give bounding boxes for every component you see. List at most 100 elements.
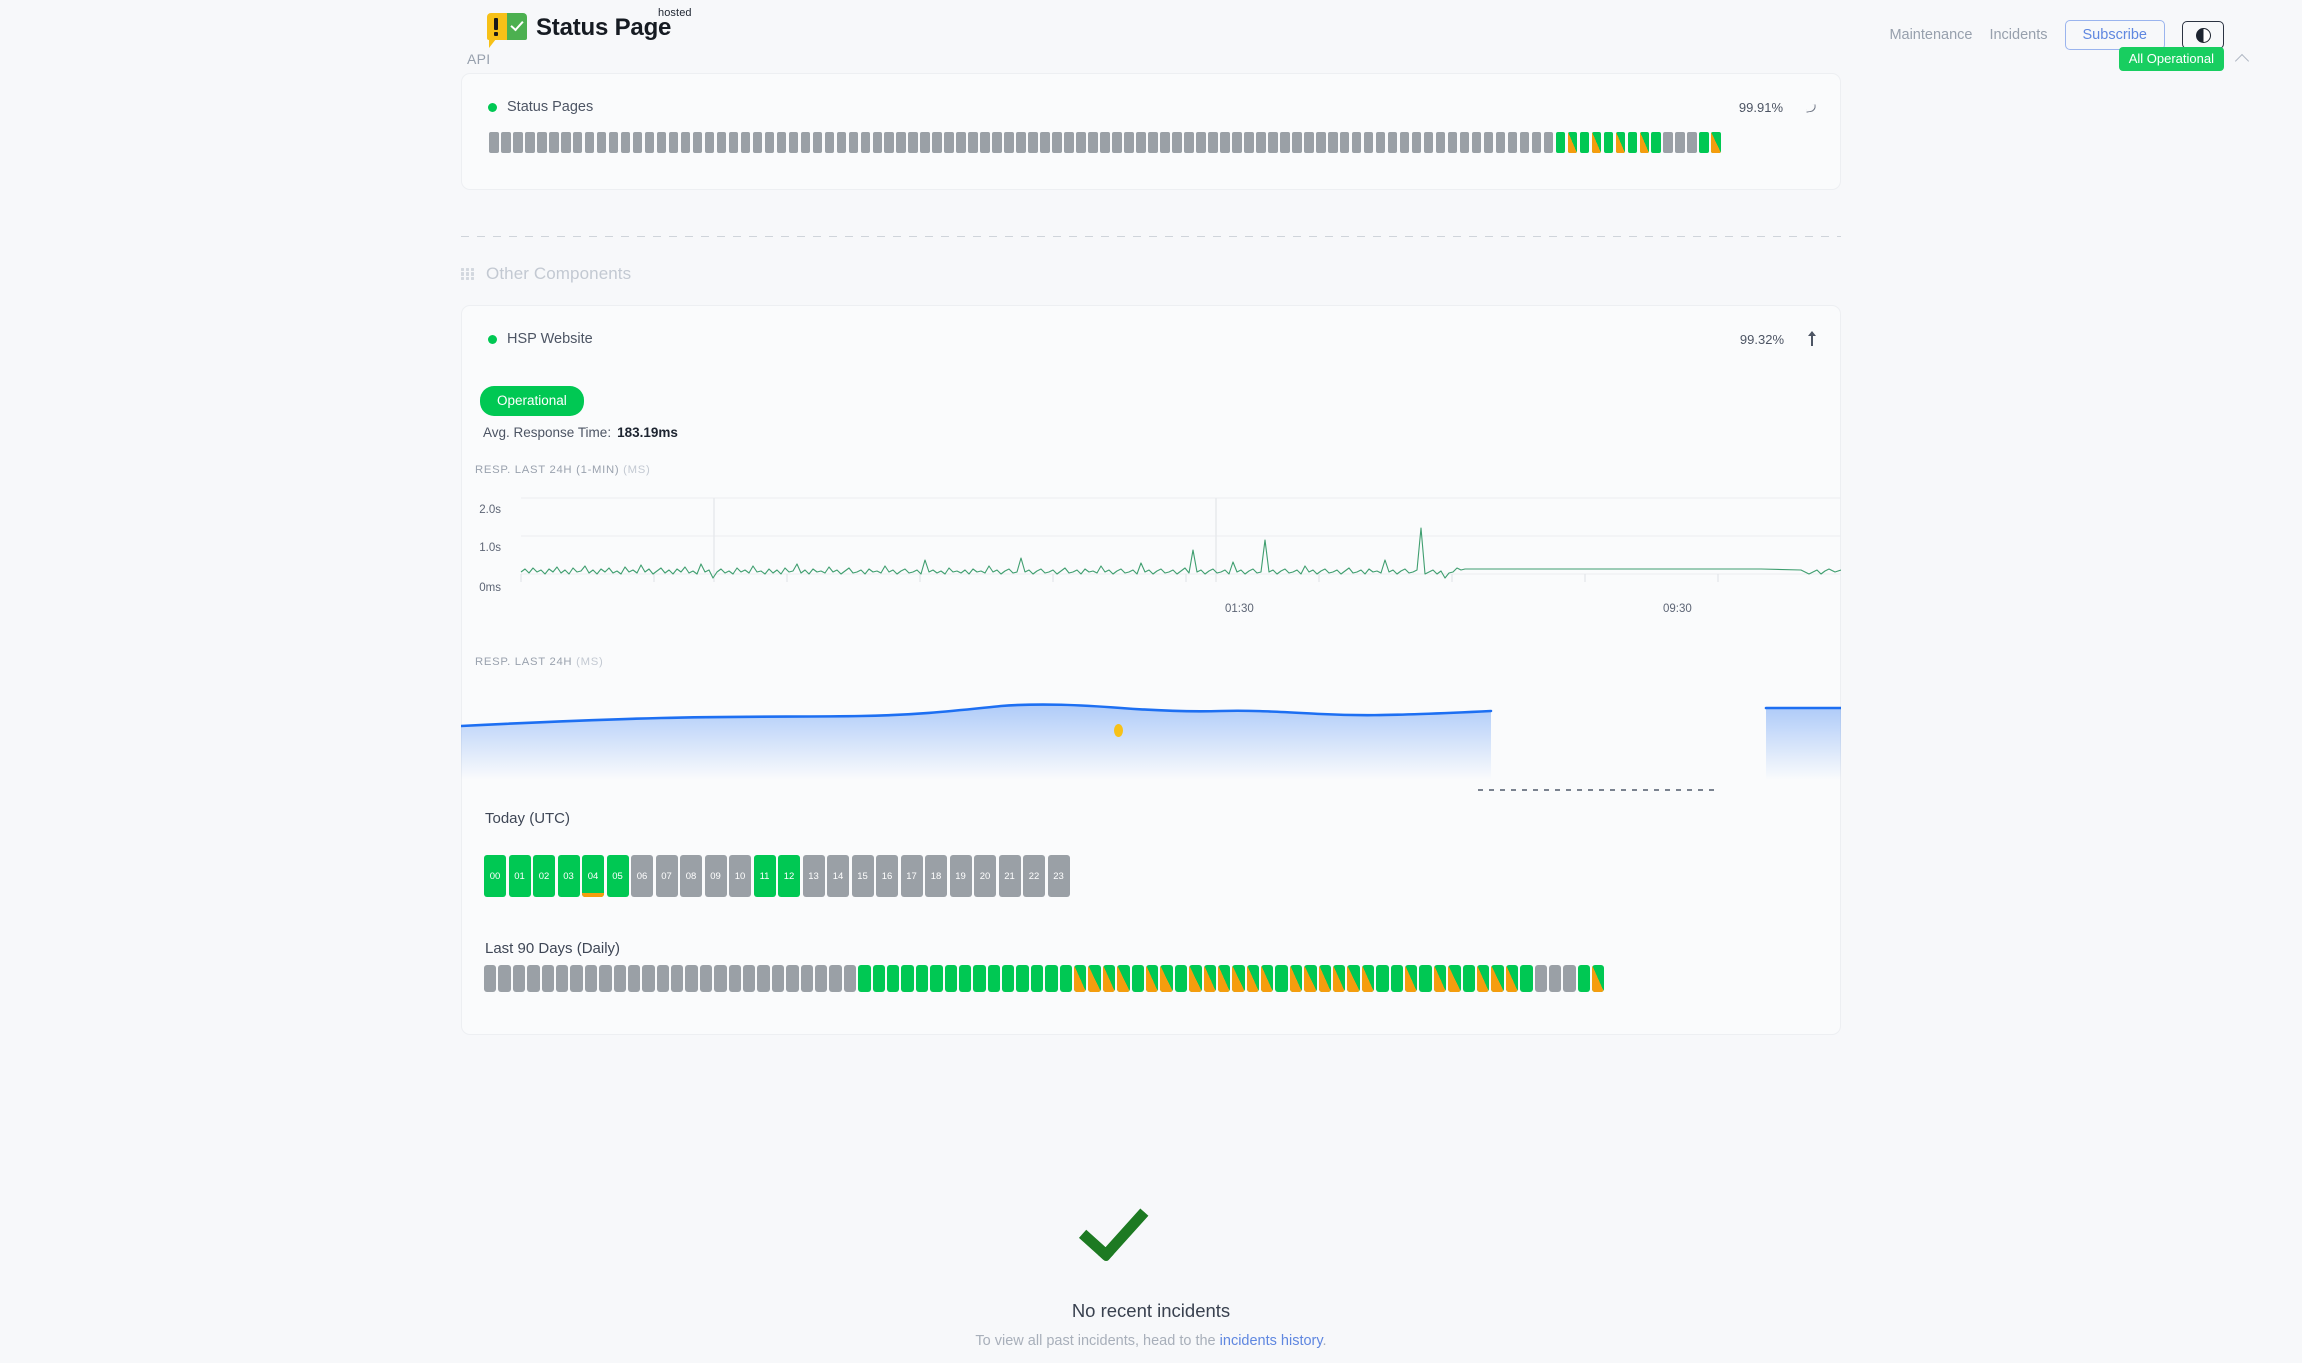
uptime-tick[interactable] [1232,965,1245,992]
uptime-tick[interactable] [685,965,698,992]
status-pages-row-header[interactable]: Status Pages 99.91% [488,96,1818,118]
uptime-tick[interactable] [740,132,751,153]
uptime-tick[interactable] [1405,965,1418,992]
wiggle-icon[interactable] [1805,101,1818,114]
uptime-tick[interactable] [1520,965,1533,992]
uptime-tick[interactable] [599,965,612,992]
uptime-tick[interactable] [944,132,954,153]
hour-cell[interactable]: 05 [606,855,629,897]
uptime-tick[interactable] [1423,132,1434,153]
uptime-tick[interactable] [512,132,523,153]
nav-maintenance[interactable]: Maintenance [1889,27,1973,43]
uptime-tick[interactable] [1028,132,1038,153]
uptime-tick[interactable] [1419,965,1432,992]
uptime-tick[interactable] [627,965,641,992]
uptime-tick[interactable] [920,132,931,153]
uptime-tick[interactable] [776,132,787,153]
uptime-tick[interactable] [1074,965,1087,992]
uptime-tick[interactable] [1261,965,1274,992]
uptime-tick[interactable] [596,132,607,153]
uptime-tick[interactable] [560,132,571,153]
uptime-tick[interactable] [1148,132,1158,153]
uptime-tick[interactable] [1615,132,1626,153]
uptime-tick[interactable] [1088,132,1098,153]
uptime-tick[interactable] [498,965,511,992]
uptime-tick[interactable] [992,132,1002,153]
hour-cell[interactable]: 09 [704,855,727,897]
uptime-tick[interactable] [836,132,847,153]
uptime-tick[interactable] [1304,965,1317,992]
uptime-tick[interactable] [1208,132,1218,153]
uptime-tick[interactable] [1189,965,1202,992]
uptime-tick[interactable] [1462,965,1475,992]
uptime-tick[interactable] [1059,965,1073,992]
uptime-tick[interactable] [956,132,966,153]
uptime-tick[interactable] [1534,965,1547,992]
uptime-tick[interactable] [1687,132,1698,153]
uptime-tick[interactable] [764,132,775,153]
theme-toggle-button[interactable] [2182,21,2224,49]
uptime-tick[interactable] [1052,132,1062,153]
uptime-tick[interactable] [843,965,857,992]
uptime-tick[interactable] [1145,965,1159,992]
uptime-tick[interactable] [1196,132,1206,153]
uptime-tick[interactable] [932,132,943,153]
uptime-tick[interactable] [728,965,742,992]
uptime-tick[interactable] [1102,965,1116,992]
uptime-tick[interactable] [872,965,885,992]
uptime-tick[interactable] [788,132,799,153]
response-time-area-chart[interactable] [461,660,1841,780]
uptime-tick[interactable] [1088,965,1101,992]
uptime-tick[interactable] [1184,132,1194,153]
uptime-tick[interactable] [1279,132,1290,153]
hour-cell[interactable]: 20 [974,855,996,897]
hour-cell[interactable]: 02 [533,855,555,897]
uptime-tick[interactable] [1002,965,1015,992]
uptime-tick[interactable] [1531,132,1542,153]
chevron-up-icon[interactable] [2236,52,2250,66]
uptime-tick[interactable] [930,965,943,992]
uptime-tick[interactable] [1567,132,1578,153]
uptime-tick[interactable] [680,132,691,153]
uptime-tick[interactable] [1433,965,1447,992]
uptime-tick[interactable] [1376,965,1389,992]
uptime-tick[interactable] [1639,132,1650,153]
hsp-row-header[interactable]: HSP Website 99.32% [488,328,1818,350]
uptime-tick[interactable] [1289,965,1303,992]
uptime-tick[interactable] [1244,132,1254,153]
uptime-tick[interactable] [620,132,631,153]
uptime-tick[interactable] [1327,132,1338,153]
hour-cell[interactable]: 03 [557,855,580,897]
uptime-tick[interactable] [1548,965,1562,992]
uptime-tick[interactable] [1217,965,1231,992]
uptime-tick[interactable] [584,132,595,153]
uptime-tick[interactable] [572,132,583,153]
uptime-tick[interactable] [1435,132,1446,153]
uptime-tick[interactable] [1603,132,1614,153]
uptime-tick[interactable] [1363,132,1374,153]
uptime-tick[interactable] [1016,132,1026,153]
hour-cell[interactable]: 16 [876,855,898,897]
hour-cell[interactable]: 19 [949,855,972,897]
hour-cell[interactable]: 12 [778,855,800,897]
uptime-tick[interactable] [656,132,667,153]
uptime-tick[interactable] [500,132,511,153]
uptime-tick[interactable] [704,132,715,153]
uptime-tick[interactable] [555,965,569,992]
uptime-tick[interactable] [484,965,497,992]
uptime-tick[interactable] [1577,965,1591,992]
hour-cell[interactable]: 13 [802,855,825,897]
uptime-tick[interactable] [699,965,713,992]
uptime-tick[interactable] [714,965,727,992]
uptime-tick[interactable] [886,965,900,992]
uptime-tick[interactable] [1543,132,1554,153]
uptime-tick[interactable] [1100,132,1110,153]
uptime-tick[interactable] [1076,132,1086,153]
hour-cell[interactable]: 22 [1023,855,1045,897]
status-pages-uptime-strip[interactable] [489,132,1721,153]
uptime-tick[interactable] [728,132,739,153]
uptime-tick[interactable] [692,132,703,153]
uptime-tick[interactable] [642,965,655,992]
uptime-tick[interactable] [632,132,643,153]
uptime-tick[interactable] [1303,132,1314,153]
